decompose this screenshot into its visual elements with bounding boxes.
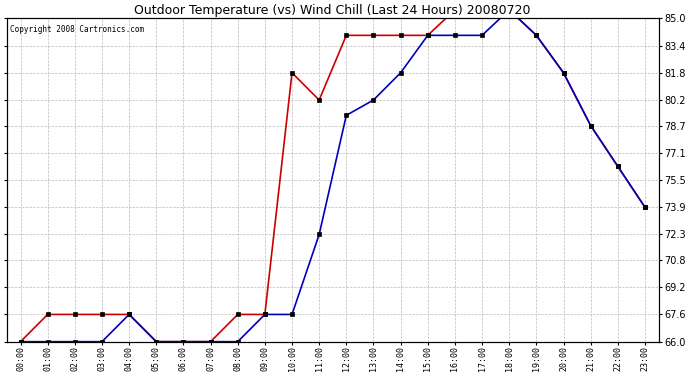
Title: Outdoor Temperature (vs) Wind Chill (Last 24 Hours) 20080720: Outdoor Temperature (vs) Wind Chill (Las… — [135, 4, 531, 17]
Text: Copyright 2008 Cartronics.com: Copyright 2008 Cartronics.com — [10, 25, 144, 34]
